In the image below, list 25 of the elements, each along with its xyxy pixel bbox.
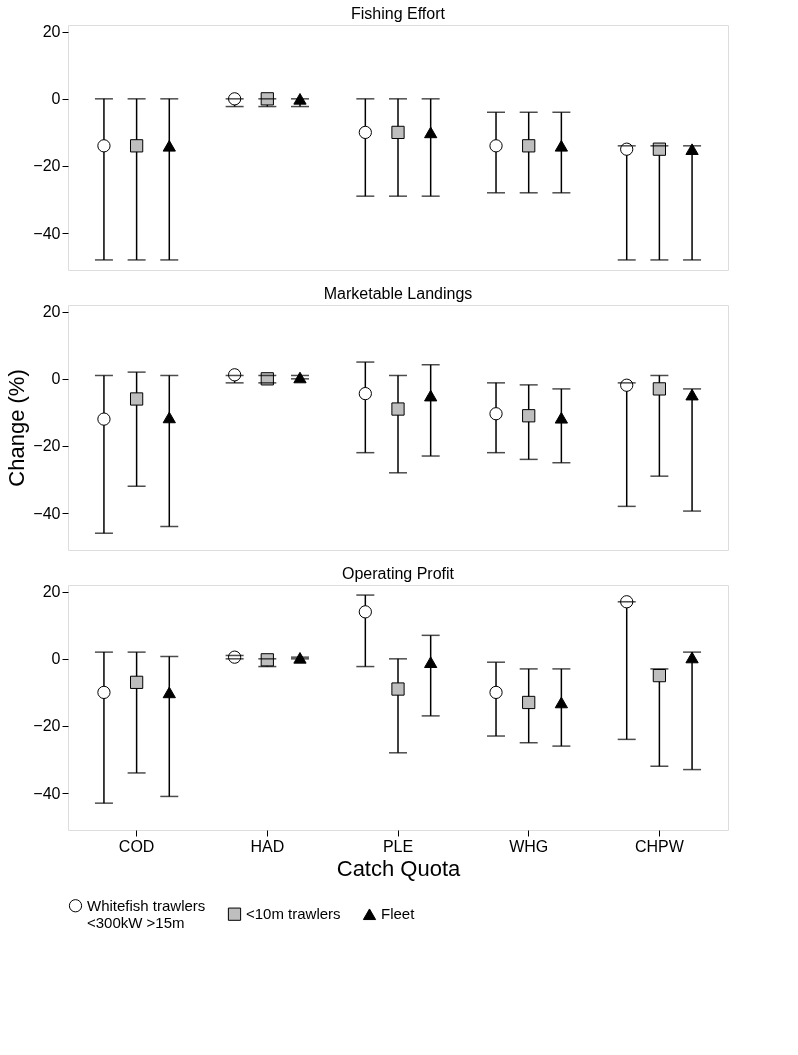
legend-label: Whitefish trawlers <300kW >15m xyxy=(87,896,206,931)
y-tick-label: 20 xyxy=(42,23,61,41)
chart-title: Marketable Landings xyxy=(323,284,473,302)
x-axis-title: Catch Quota xyxy=(336,855,462,881)
y-tick-label: 0 xyxy=(51,650,61,668)
y-tick-label: −40 xyxy=(33,504,61,522)
y-axis-title: Change (%) xyxy=(4,369,30,487)
y-tick-label: −20 xyxy=(33,157,61,175)
y-tick-label: 20 xyxy=(42,583,61,601)
y-tick-label: −40 xyxy=(33,224,61,242)
y-tick-label: 0 xyxy=(51,370,61,388)
x-tick-label: WHG xyxy=(509,837,549,855)
x-tick-label: COD xyxy=(118,837,155,855)
legend-label: Fleet xyxy=(381,905,416,923)
y-tick-label: 20 xyxy=(42,303,61,321)
x-tick-label: HAD xyxy=(250,837,285,855)
y-tick-label: −20 xyxy=(33,437,61,455)
x-tick-label: PLE xyxy=(382,837,414,855)
y-tick-label: −40 xyxy=(33,784,61,802)
y-tick-label: −20 xyxy=(33,717,61,735)
chart-title: Fishing Effort xyxy=(351,4,446,22)
y-tick-label: 0 xyxy=(51,90,61,108)
x-tick-label: CHPW xyxy=(634,837,685,855)
chart-title: Operating Profit xyxy=(341,564,455,582)
legend-label: <10m trawlers xyxy=(246,905,341,923)
